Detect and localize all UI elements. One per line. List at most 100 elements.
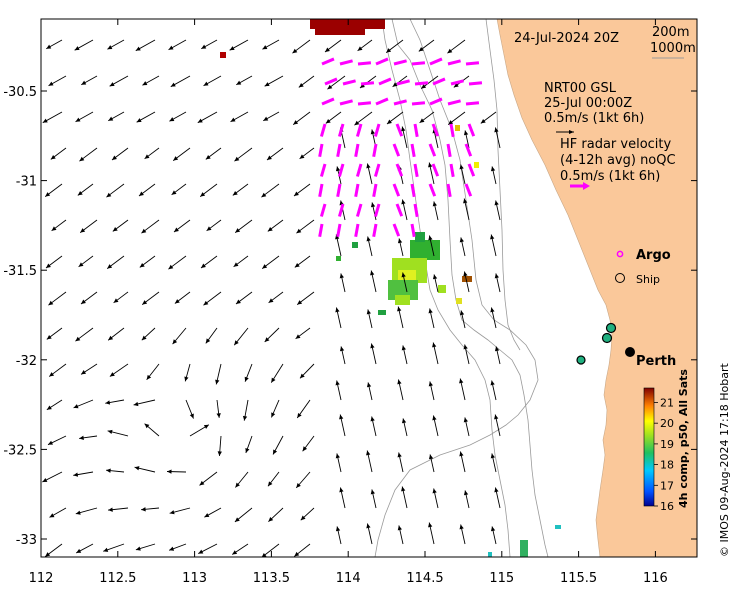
hf-radar-arrow [465,101,480,106]
gsl-arrowhead [49,513,55,518]
gsl-arrowhead [494,200,499,206]
gsl-arrowhead [397,525,402,531]
gsl-arrowhead [105,400,111,405]
hf-radar-arrow [464,183,473,197]
gsl-arrowhead [401,418,407,424]
gsl-arrowhead [262,45,268,50]
hf-radar-arrow [393,59,407,66]
hf-radar-arrow [375,57,389,66]
gsl-arrowhead [229,46,235,51]
ship-marker [576,355,586,365]
gsl-arrowhead [273,449,278,455]
gsl-time: 25-Jul 00:00Z [544,96,632,111]
gsl-arrowhead [271,377,276,383]
gsl-arrowhead [236,80,242,85]
gsl-arrowhead [46,44,52,49]
gsl-arrowhead [46,334,52,340]
gsl-arrowhead [81,299,86,304]
hf-radar-arrow [411,101,426,106]
hf-radar-arrow [392,183,401,197]
gsl-arrowhead [245,447,250,453]
gsl-arrowhead [300,373,305,379]
gsl-arrowhead [370,202,376,208]
gsl-arrowhead [49,372,55,377]
hf-radar-arrow [336,223,342,238]
gsl-arrowhead [142,300,148,305]
x-tick-label: 115 [489,571,514,586]
gsl-arrowhead [141,335,147,341]
gsl-arrowhead [267,155,272,160]
gsl-arrowhead [134,466,140,471]
hf-radar-arrow [373,163,381,177]
gsl-arrowhead [203,300,209,306]
gsl-arrowhead [370,416,375,422]
gsl-arrowhead [296,483,301,488]
hf-radar-arrow [467,163,476,177]
gsl-arrowhead [302,446,308,452]
gsl-arrowhead [200,192,206,197]
hf-radar-arrow [414,81,429,86]
hf-radar-arrow [337,123,345,137]
gsl-arrowhead [298,82,304,88]
gsl-arrowhead [169,117,175,122]
gsl-arrowhead [386,48,392,53]
colorbar-tick-label: 17 [660,479,674,492]
gsl-arrowhead [370,489,375,495]
gsl-arrowhead [236,299,241,304]
argo-legend-icon [616,250,624,258]
gsl-arrowhead [397,238,403,244]
hf-radar-arrow [319,123,327,137]
y-tick-label: -31.5 [3,264,37,279]
hf-radar-arrow [373,203,381,217]
gsl-arrowhead [360,83,365,88]
hf-radar-arrow [449,123,455,138]
hf-radar-arrow [375,97,389,106]
hf-radar-arrow [413,203,419,218]
gsl-arrowhead [463,130,469,136]
gsl-arrowhead [169,546,175,551]
gsl-arrowhead [107,429,113,435]
gsl-arrowhead [112,155,117,160]
gsl-arrowhead [300,515,306,521]
gsl-arrowhead [401,126,406,132]
plot-frame [40,18,698,558]
gsl-arrowhead [133,401,139,407]
gsl-arrowhead [106,192,112,198]
gsl-arrowhead [335,380,340,386]
hf-radar-arrow [324,77,338,86]
gsl-arrowhead [168,264,174,270]
gsl-arrowhead [292,48,298,54]
hf-radar-arrow [395,203,404,217]
gsl-arrowhead [448,120,454,125]
colorbar-ticks: 21 20 19 18 17 16 [654,396,674,513]
gsl-scale-label: 0.5m/s (1kt 6h) [544,111,644,126]
hf-radar-arrow [354,143,360,158]
gsl-arrowhead [234,517,240,522]
gsl-scale-arrowhead [569,130,574,134]
hf-radar-arrow [447,59,461,66]
gsl-arrowhead [354,120,360,126]
y-tick-label: -31 [16,175,37,190]
gsl-arrowhead [141,228,147,234]
gsl-arrowhead [459,451,464,457]
gsl-current-arrows [42,39,501,557]
gsl-arrowhead [199,480,205,486]
gsl-arrowhead [401,486,406,492]
gsl-arrowhead [490,453,495,459]
colorbar-tick-label: 20 [660,417,674,430]
x-tick-label: 113.5 [253,571,290,586]
gsl-arrowhead [205,154,211,160]
gsl-arrowhead [490,526,496,532]
gsl-arrowhead [109,372,115,377]
hf-radar-arrow [464,143,473,157]
gsl-arrowhead [325,47,330,52]
x-tick-label: 113 [182,571,207,586]
gsl-arrowhead [401,272,406,278]
gsl-arrowhead [103,547,109,552]
gsl-arrowhead [421,84,427,89]
gsl-arrowhead [80,228,86,233]
gsl-arrowhead [139,262,145,268]
gsl-arrowhead [108,507,113,512]
gsl-arrowhead [339,414,344,420]
